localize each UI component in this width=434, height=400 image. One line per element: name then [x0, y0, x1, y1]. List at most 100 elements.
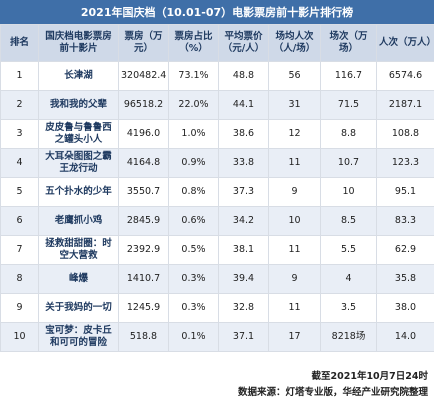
cell-per-show: 9 [268, 177, 321, 207]
cell-per-show: 9 [268, 264, 321, 294]
cell-film-name: 峰爆 [38, 264, 119, 294]
table-row: 4 大耳朵图图之霸王龙行动 4164.8 0.9% 33.8 11 10.7 123.3 [0, 148, 434, 178]
cell-share: 0.1% [168, 322, 219, 352]
cell-rank: 9 [0, 293, 39, 323]
cell-film-name: 长津湖 [38, 61, 119, 91]
header-row: 排名 国庆档电影票房前十影片 票房（万元） 票房占比（%） 平均票价（元/人） … [0, 24, 434, 62]
cell-boxoffice: 320482.4 [118, 61, 169, 91]
cell-shows: 8218场 [320, 322, 377, 352]
cell-film-name: 老鹰抓小鸡 [38, 206, 119, 236]
cell-film-name: 我和我的父辈 [38, 90, 119, 120]
cell-share: 0.5% [168, 235, 219, 265]
cell-share: 22.0% [168, 90, 219, 120]
cell-shows: 10 [320, 177, 377, 207]
cell-share: 0.9% [168, 148, 219, 178]
header-shows: 场次（万场） [320, 24, 377, 62]
cell-avg-price: 38.6 [218, 119, 269, 149]
header-rank: 排名 [0, 24, 39, 62]
cell-per-show: 56 [268, 61, 321, 91]
cell-film-name: 关于我妈的一切 [38, 293, 119, 323]
cell-boxoffice: 1245.9 [118, 293, 169, 323]
cell-boxoffice: 1410.7 [118, 264, 169, 294]
cell-per-show: 17 [268, 322, 321, 352]
cell-avg-price: 38.1 [218, 235, 269, 265]
cell-shows: 10.7 [320, 148, 377, 178]
header-share: 票房占比（%） [168, 24, 219, 62]
cell-film-name: 皮皮鲁与鲁鲁西之罐头小人 [38, 119, 119, 149]
cell-shows: 8.8 [320, 119, 377, 149]
cell-shows: 4 [320, 264, 377, 294]
cell-admissions: 83.3 [376, 206, 434, 236]
footer-date: 截至2021年10月7日24时 [311, 371, 429, 382]
cell-avg-price: 48.8 [218, 61, 269, 91]
cell-boxoffice: 3550.7 [118, 177, 169, 207]
cell-per-show: 11 [268, 148, 321, 178]
header-boxoffice: 票房（万元） [118, 24, 169, 62]
cell-film-name: 大耳朵图图之霸王龙行动 [38, 148, 119, 178]
cell-avg-price: 44.1 [218, 90, 269, 120]
table-row: 3 皮皮鲁与鲁鲁西之罐头小人 4196.0 1.0% 38.6 12 8.8 108.8 [0, 119, 434, 149]
cell-rank: 8 [0, 264, 39, 294]
cell-rank: 3 [0, 119, 39, 149]
cell-shows: 3.5 [320, 293, 377, 323]
footer-source: 数据来源：灯塔专业版，华经产业研究院整理 [237, 387, 428, 398]
cell-admissions: 62.9 [376, 235, 434, 265]
cell-avg-price: 37.3 [218, 177, 269, 207]
header-per-show: 场均人次（人/场） [268, 24, 321, 62]
cell-avg-price: 32.8 [218, 293, 269, 323]
header-avg-price: 平均票价（元/人） [218, 24, 269, 62]
table-row: 2 我和我的父辈 96518.2 22.0% 44.1 31 71.5 2187.1 [0, 90, 434, 120]
table-row: 5 五个扑水的少年 3550.7 0.8% 37.3 9 10 95.1 [0, 177, 434, 207]
cell-shows: 116.7 [320, 61, 377, 91]
cell-film-name: 五个扑水的少年 [38, 177, 119, 207]
cell-share: 0.6% [168, 206, 219, 236]
cell-shows: 71.5 [320, 90, 377, 120]
cell-boxoffice: 96518.2 [118, 90, 169, 120]
cell-admissions: 2187.1 [376, 90, 434, 120]
cell-rank: 4 [0, 148, 39, 178]
cell-admissions: 6574.6 [376, 61, 434, 91]
cell-boxoffice: 2845.9 [118, 206, 169, 236]
cell-shows: 5.5 [320, 235, 377, 265]
cell-avg-price: 37.1 [218, 322, 269, 352]
table-row: 10 宝可梦：皮卡丘和可可的冒险 518.8 0.1% 37.1 17 8218场 14.0 [0, 322, 434, 352]
cell-share: 0.3% [168, 264, 219, 294]
cell-rank: 7 [0, 235, 39, 265]
cell-per-show: 11 [268, 235, 321, 265]
table-body: 1 长津湖 320482.4 73.1% 48.8 56 116.7 6574.6 2 我和我的父… [0, 61, 434, 352]
cell-boxoffice: 2392.9 [118, 235, 169, 265]
cell-boxoffice: 4196.0 [118, 119, 169, 149]
cell-per-show: 11 [268, 293, 321, 323]
cell-avg-price: 39.4 [218, 264, 269, 294]
cell-admissions: 123.3 [376, 148, 434, 178]
header-film: 国庆档电影票房前十影片 [38, 24, 119, 62]
cell-per-show: 31 [268, 90, 321, 120]
cell-boxoffice: 518.8 [118, 322, 169, 352]
ranking-table: 排名 国庆档电影票房前十影片 票房（万元） 票房占比（%） 平均票价（元/人） … [0, 24, 434, 352]
cell-admissions: 35.8 [376, 264, 434, 294]
cell-share: 73.1% [168, 61, 219, 91]
table-row: 1 长津湖 320482.4 73.1% 48.8 56 116.7 6574.6 [0, 61, 434, 91]
cell-avg-price: 33.8 [218, 148, 269, 178]
cell-admissions: 14.0 [376, 322, 434, 352]
cell-admissions: 108.8 [376, 119, 434, 149]
cell-rank: 1 [0, 61, 39, 91]
cell-rank: 10 [0, 322, 39, 352]
cell-rank: 2 [0, 90, 39, 120]
table-row: 7 拯救甜甜圈：时空大营救 2392.9 0.5% 38.1 11 5.5 62.9 [0, 235, 434, 265]
cell-per-show: 10 [268, 206, 321, 236]
cell-share: 1.0% [168, 119, 219, 149]
cell-shows: 8.5 [320, 206, 377, 236]
table-row: 8 峰爆 1410.7 0.3% 39.4 9 4 35.8 [0, 264, 434, 294]
header-admissions: 人次（万人） [376, 24, 434, 62]
cell-rank: 6 [0, 206, 39, 236]
table-row: 6 老鹰抓小鸡 2845.9 0.6% 34.2 10 8.5 83.3 [0, 206, 434, 236]
cell-film-name: 拯救甜甜圈：时空大营救 [38, 235, 119, 265]
cell-film-name: 宝可梦：皮卡丘和可可的冒险 [38, 322, 119, 352]
cell-avg-price: 34.2 [218, 206, 269, 236]
cell-admissions: 38.0 [376, 293, 434, 323]
cell-share: 0.3% [168, 293, 219, 323]
cell-boxoffice: 4164.8 [118, 148, 169, 178]
table-title: 2021年国庆档（10.01-07）电影票房前十影片排行榜 [0, 0, 434, 24]
